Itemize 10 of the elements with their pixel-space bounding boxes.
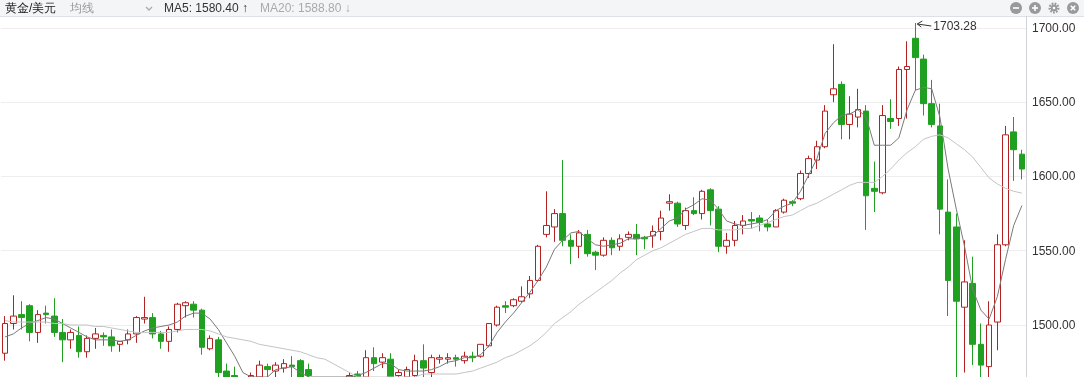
y-tick-label: 1550.00 — [1032, 243, 1076, 258]
chart-title: 黄金/美元 — [5, 0, 57, 16]
y-tick-label: 1500.00 — [1032, 318, 1076, 332]
text: 均线 — [70, 0, 94, 16]
y-tick-label: 1650.00 — [1032, 95, 1076, 110]
annotation: 1703.28 — [933, 19, 977, 34]
text: MA5: 1580.40 ↑ — [164, 0, 249, 16]
text: MA20: 1588.80 ↓ — [260, 0, 351, 16]
y-tick-label: 1600.00 — [1032, 169, 1076, 184]
y-tick-label: 1700.00 — [1032, 20, 1076, 35]
